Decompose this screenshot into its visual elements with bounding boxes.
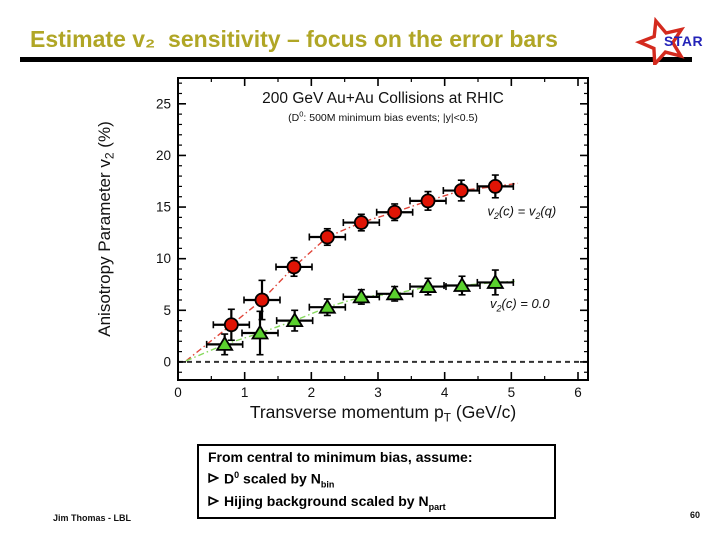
- x-tick-label: 5: [508, 385, 516, 400]
- star-shape: [634, 17, 686, 65]
- data-point-triangle: [250, 324, 270, 340]
- star-logo-icon: STAR: [634, 17, 703, 65]
- data-point-triangle: [352, 288, 371, 304]
- x-axis-label: Transverse momentum pT (GeV/c): [250, 402, 516, 425]
- y-tick-label: 15: [156, 200, 171, 215]
- x-tick-label: 2: [308, 385, 316, 400]
- data-point-triangle: [418, 277, 438, 293]
- data-point-circle: [453, 183, 469, 198]
- series-label: v2(c) = 0.0: [490, 296, 550, 314]
- data-point-triangle: [486, 273, 505, 289]
- y-tick-label: 25: [156, 96, 171, 111]
- data-point-circle: [254, 292, 270, 308]
- note-line-1-text: From central to minimum bias, assume:: [208, 449, 473, 465]
- arrow-bullet-icon: [208, 473, 219, 484]
- data-point-triangle: [285, 311, 304, 328]
- note-line-3-text: Hijing background scaled by N: [224, 493, 429, 510]
- fit-curve: [185, 182, 519, 362]
- note-line-2-text: D: [224, 470, 235, 487]
- plot-frame: [177, 77, 589, 381]
- note-line-2: D0 scaled by Nbin: [208, 467, 554, 494]
- series-triangles: v2(c) = 0.0: [185, 269, 550, 362]
- data-point-circle: [353, 215, 369, 230]
- chart-title: 200 GeV Au+Au Collisions at RHIC: [262, 90, 504, 107]
- slide-title: Estimate v₂ sensitivity – focus on the e…: [30, 26, 558, 52]
- axis-ticks: 0 1 2 3 4 5 6 0 5 10 15 20 25: [156, 78, 588, 400]
- y-axis-label: Anisotropy Parameter v2 (%): [95, 121, 117, 337]
- series-label: v2(c) = v2(q): [487, 203, 556, 221]
- note-line-1: From central to minimum bias, assume:: [208, 449, 554, 467]
- note-line-3-sub: part: [428, 502, 446, 513]
- page-number: 60: [690, 510, 701, 520]
- title-underline: [20, 57, 692, 62]
- note-line-3: Hijing background scaled by Npart: [208, 493, 554, 516]
- chart-subtitle: (D0: 500M minimum bias events; |y|<0.5): [288, 110, 478, 125]
- data-point-circle: [420, 193, 436, 209]
- note-line-2-sub: bin: [320, 478, 335, 489]
- x-tick-label: 4: [441, 385, 449, 400]
- x-tick-label: 6: [574, 385, 582, 400]
- note-line-2-mid: scaled by N: [239, 470, 321, 487]
- y-tick-label: 5: [163, 303, 171, 318]
- v2-vs-pt-chart: v2(c) = v2(q) v2(c) = 0.0 0 1 2 3 4 5 6 0 5 10 15 20 2…: [95, 77, 589, 425]
- note-box: From central to minimum bias, assume: D0…: [197, 444, 556, 519]
- data-point-circle: [223, 317, 239, 333]
- data-point-circle: [286, 259, 302, 275]
- data-point-triangle: [385, 285, 404, 301]
- data-point-triangle: [318, 298, 337, 314]
- data-point-circle: [387, 204, 403, 220]
- x-tick-label: 3: [374, 385, 382, 400]
- footer-author: Jim Thomas - LBL: [53, 513, 132, 523]
- y-tick-label: 0: [163, 354, 171, 369]
- data-point-triangle: [452, 276, 472, 292]
- x-tick-label: 0: [174, 385, 182, 400]
- chart-area: v2(c) = v2(q) v2(c) = 0.0 0 1 2 3 4 5 6 0 5 10 15 20 2…: [80, 70, 615, 445]
- star-logo-text: STAR: [664, 33, 703, 49]
- series-circles: v2(c) = v2(q): [185, 174, 556, 362]
- y-tick-label: 20: [156, 148, 171, 163]
- note-line-2-sup: 0: [234, 469, 240, 480]
- data-point-circle: [487, 179, 503, 194]
- data-point-circle: [319, 229, 335, 245]
- x-tick-label: 1: [241, 385, 249, 400]
- data-point-triangle: [215, 335, 234, 351]
- y-tick-label: 10: [156, 251, 171, 266]
- arrow-bullet-icon: [208, 496, 219, 507]
